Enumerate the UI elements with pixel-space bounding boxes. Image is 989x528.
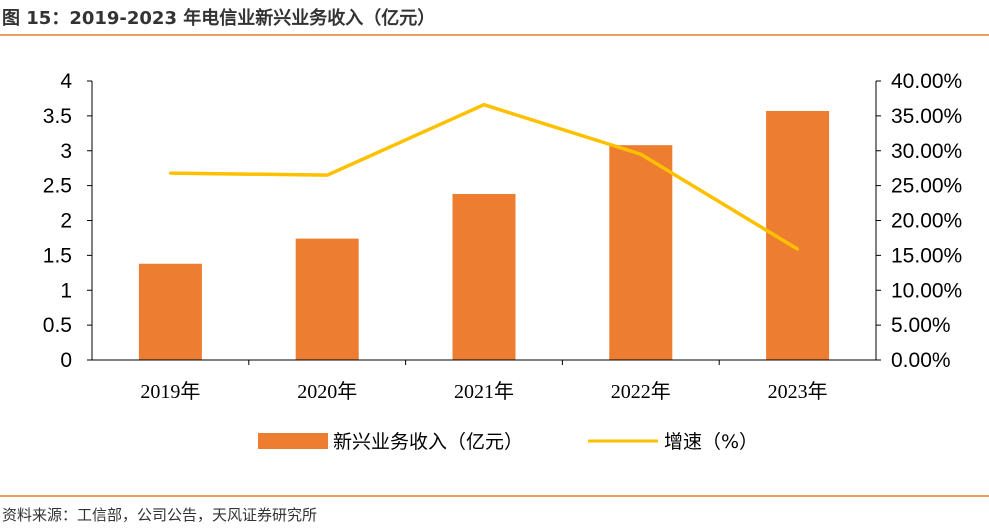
left-tick-label: 1 <box>60 279 72 302</box>
category-label: 2019年 <box>140 380 200 403</box>
legend-bar-swatch <box>258 433 328 449</box>
source-note: 资料来源：工信部，公司公告，天风证券研究所 <box>2 506 318 524</box>
left-tick-label: 3.5 <box>43 105 72 128</box>
category-label: 2020年 <box>297 380 357 403</box>
right-tick-label: 0.00% <box>891 349 951 372</box>
right-tick-label: 15.00% <box>891 244 962 267</box>
right-tick-label: 40.00% <box>891 70 962 93</box>
bars-layer <box>138 110 830 361</box>
growth-point-4 <box>639 152 643 156</box>
growth-point-3 <box>482 103 486 107</box>
left-tick-label: 0 <box>60 349 72 372</box>
left-tick-label: 2 <box>60 210 72 233</box>
category-label: 2022年 <box>611 380 671 403</box>
right-tick-label: 5.00% <box>891 314 951 337</box>
right-tick-label: 10.00% <box>891 279 962 302</box>
left-tick-label: 4 <box>60 70 72 93</box>
right-tick-label: 35.00% <box>891 105 962 128</box>
growth-point-2 <box>325 173 329 177</box>
growth-point-1 <box>168 171 172 175</box>
legend-bar-label: 新兴业务收入（亿元） <box>333 431 523 453</box>
growth-point-5 <box>796 247 800 251</box>
legend: 新兴业务收入（亿元） 增速（%） <box>258 431 758 453</box>
left-tick-label: 3 <box>60 140 72 163</box>
category-label: 2021年 <box>454 380 514 403</box>
left-tick-label: 2.5 <box>43 175 72 198</box>
footer-divider <box>0 495 989 497</box>
bar-3 <box>452 193 516 360</box>
labels-layer: 4 3.5 3 2.5 2 1.5 1 0.5 0 40.00% 35.00% 30.00% 25.00… <box>43 70 962 403</box>
right-tick-label: 30.00% <box>891 140 962 163</box>
chart-title: 图 15：2019-2023 年电信业新兴业务收入（亿元） <box>2 8 436 29</box>
axes-layer <box>87 80 881 365</box>
chart: 4 3.5 3 2.5 2 1.5 1 0.5 0 40.00% 35.00% 30.00% 25.00… <box>43 70 962 453</box>
right-tick-label: 20.00% <box>891 210 962 233</box>
legend-line-label: 增速（%） <box>664 431 758 453</box>
bar-1 <box>138 263 202 360</box>
left-tick-label: 0.5 <box>43 314 72 337</box>
bar-2 <box>295 238 359 360</box>
right-tick-label: 25.00% <box>891 175 962 198</box>
category-label: 2023年 <box>768 380 828 403</box>
header-divider <box>0 34 989 36</box>
left-tick-label: 1.5 <box>43 244 72 267</box>
line-layer <box>168 102 800 251</box>
bar-4 <box>609 145 673 360</box>
